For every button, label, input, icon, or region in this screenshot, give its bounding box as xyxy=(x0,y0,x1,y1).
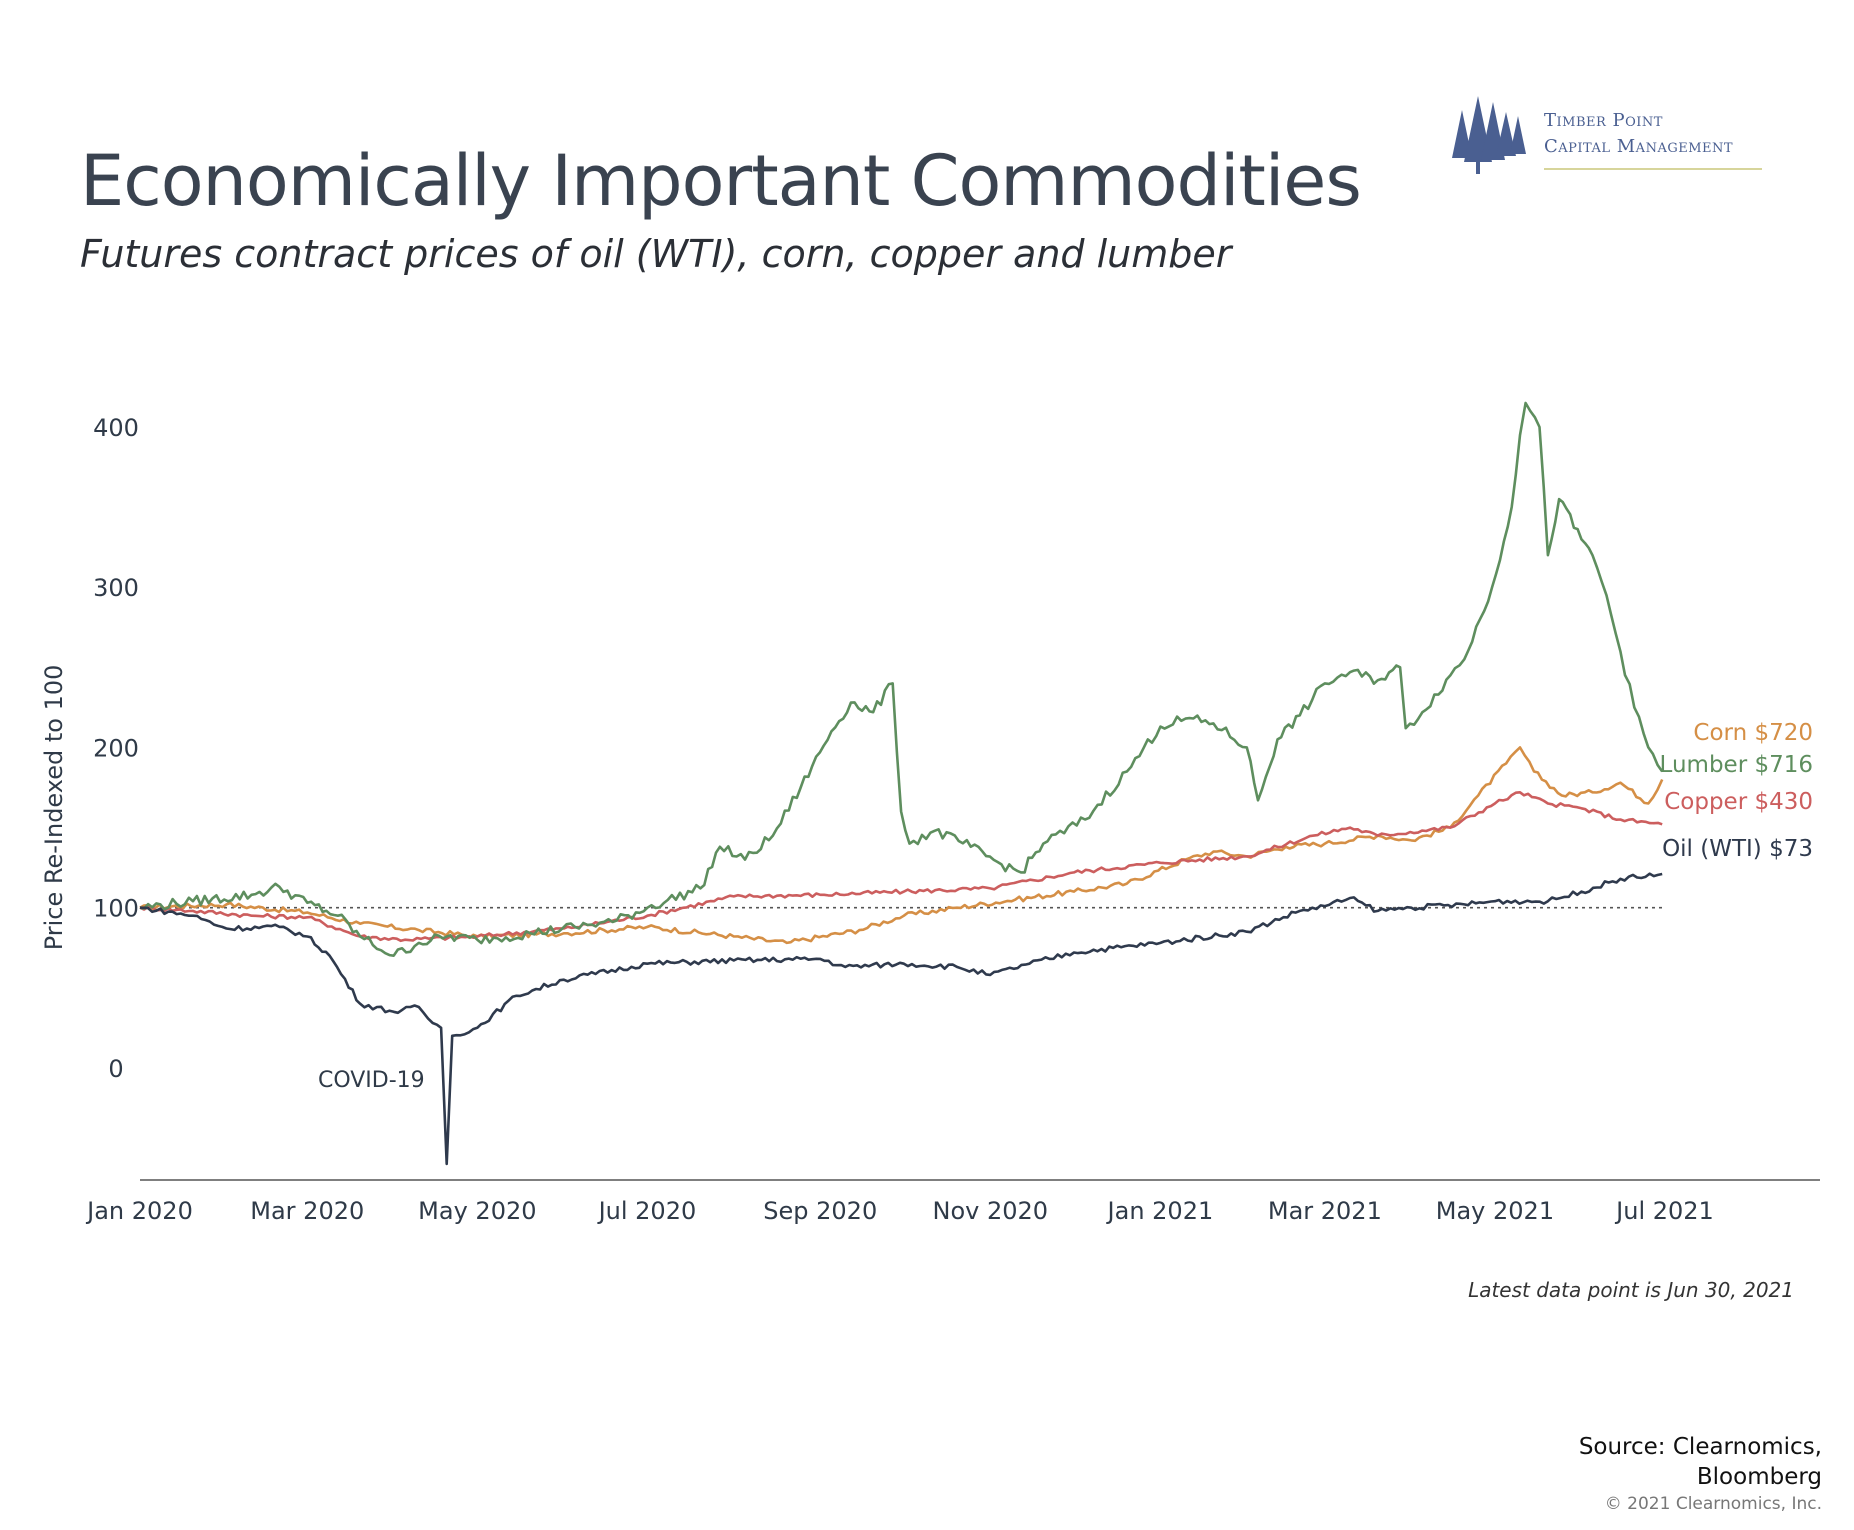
latest-data-note: Latest data point is Jun 30, 2021 xyxy=(1468,1278,1794,1302)
series-lines xyxy=(139,401,1664,1166)
series-line-corn xyxy=(139,746,1664,945)
logo-text: Timber Point Capital Management xyxy=(1544,108,1733,160)
x-tick-label: May 2020 xyxy=(418,1197,536,1225)
page-title: Economically Important Commodities xyxy=(80,140,1362,222)
x-axis: Jan 2020 Mar 2020 May 2020 Jul 2020 Sep 2020… xyxy=(85,1179,1820,1225)
x-tick-label: Jan 2021 xyxy=(1106,1197,1214,1225)
source-line-1: Source: Clearnomics, xyxy=(1578,1434,1822,1460)
logo-line-1: Timber Point xyxy=(1544,110,1663,131)
source-note: Source: Clearnomics, Bloomberg xyxy=(1562,1432,1822,1492)
page-subtitle: Futures contract prices of oil (WTI), co… xyxy=(80,232,1232,276)
y-tick-label: 300 xyxy=(93,574,139,602)
y-axis: 0 100 200 300 400 Price Re-Indexed to 100 xyxy=(40,414,1665,1083)
y-tick-label: 200 xyxy=(93,734,139,762)
logo-underline xyxy=(1544,168,1762,170)
x-tick-label: Mar 2021 xyxy=(1268,1197,1382,1225)
end-label-corn: Corn $720 xyxy=(1693,720,1813,746)
end-label-lumber: Lumber $716 xyxy=(1660,752,1813,778)
covid-annotation: COVID-19 xyxy=(318,1068,425,1093)
x-tick-label: Sep 2020 xyxy=(763,1197,877,1225)
x-tick-label: Nov 2020 xyxy=(933,1197,1049,1225)
company-logo: Timber Point Capital Management xyxy=(1448,90,1788,190)
y-tick-label: 100 xyxy=(93,895,139,923)
series-line-copper xyxy=(139,791,1663,943)
logo-line-2: Capital Management xyxy=(1544,136,1734,157)
y-axis-label: Price Re-Indexed to 100 xyxy=(40,665,68,951)
x-tick-label: Jul 2020 xyxy=(597,1197,697,1225)
x-tick-label: Jul 2021 xyxy=(1614,1197,1714,1225)
pine-trees-icon xyxy=(1452,96,1526,174)
end-label-oil-wti: Oil (WTI) $73 xyxy=(1662,836,1813,862)
x-tick-label: Mar 2020 xyxy=(250,1197,364,1225)
y-tick-label: 400 xyxy=(93,414,139,442)
series-line-oil-wti xyxy=(139,872,1663,1166)
y-tick-label: 0 xyxy=(108,1055,123,1083)
source-line-2: Bloomberg xyxy=(1696,1464,1822,1490)
copyright: © 2021 Clearnomics, Inc. xyxy=(1604,1494,1822,1514)
series-line-lumber xyxy=(139,401,1664,957)
annotations: COVID-19 xyxy=(318,1068,425,1093)
series-end-labels: Lumber $716 Corn $720 Copper $430 Oil (WTI)… xyxy=(1660,720,1813,862)
x-tick-label: May 2021 xyxy=(1436,1197,1554,1225)
end-label-copper: Copper $430 xyxy=(1664,789,1813,815)
x-tick-label: Jan 2020 xyxy=(85,1197,193,1225)
